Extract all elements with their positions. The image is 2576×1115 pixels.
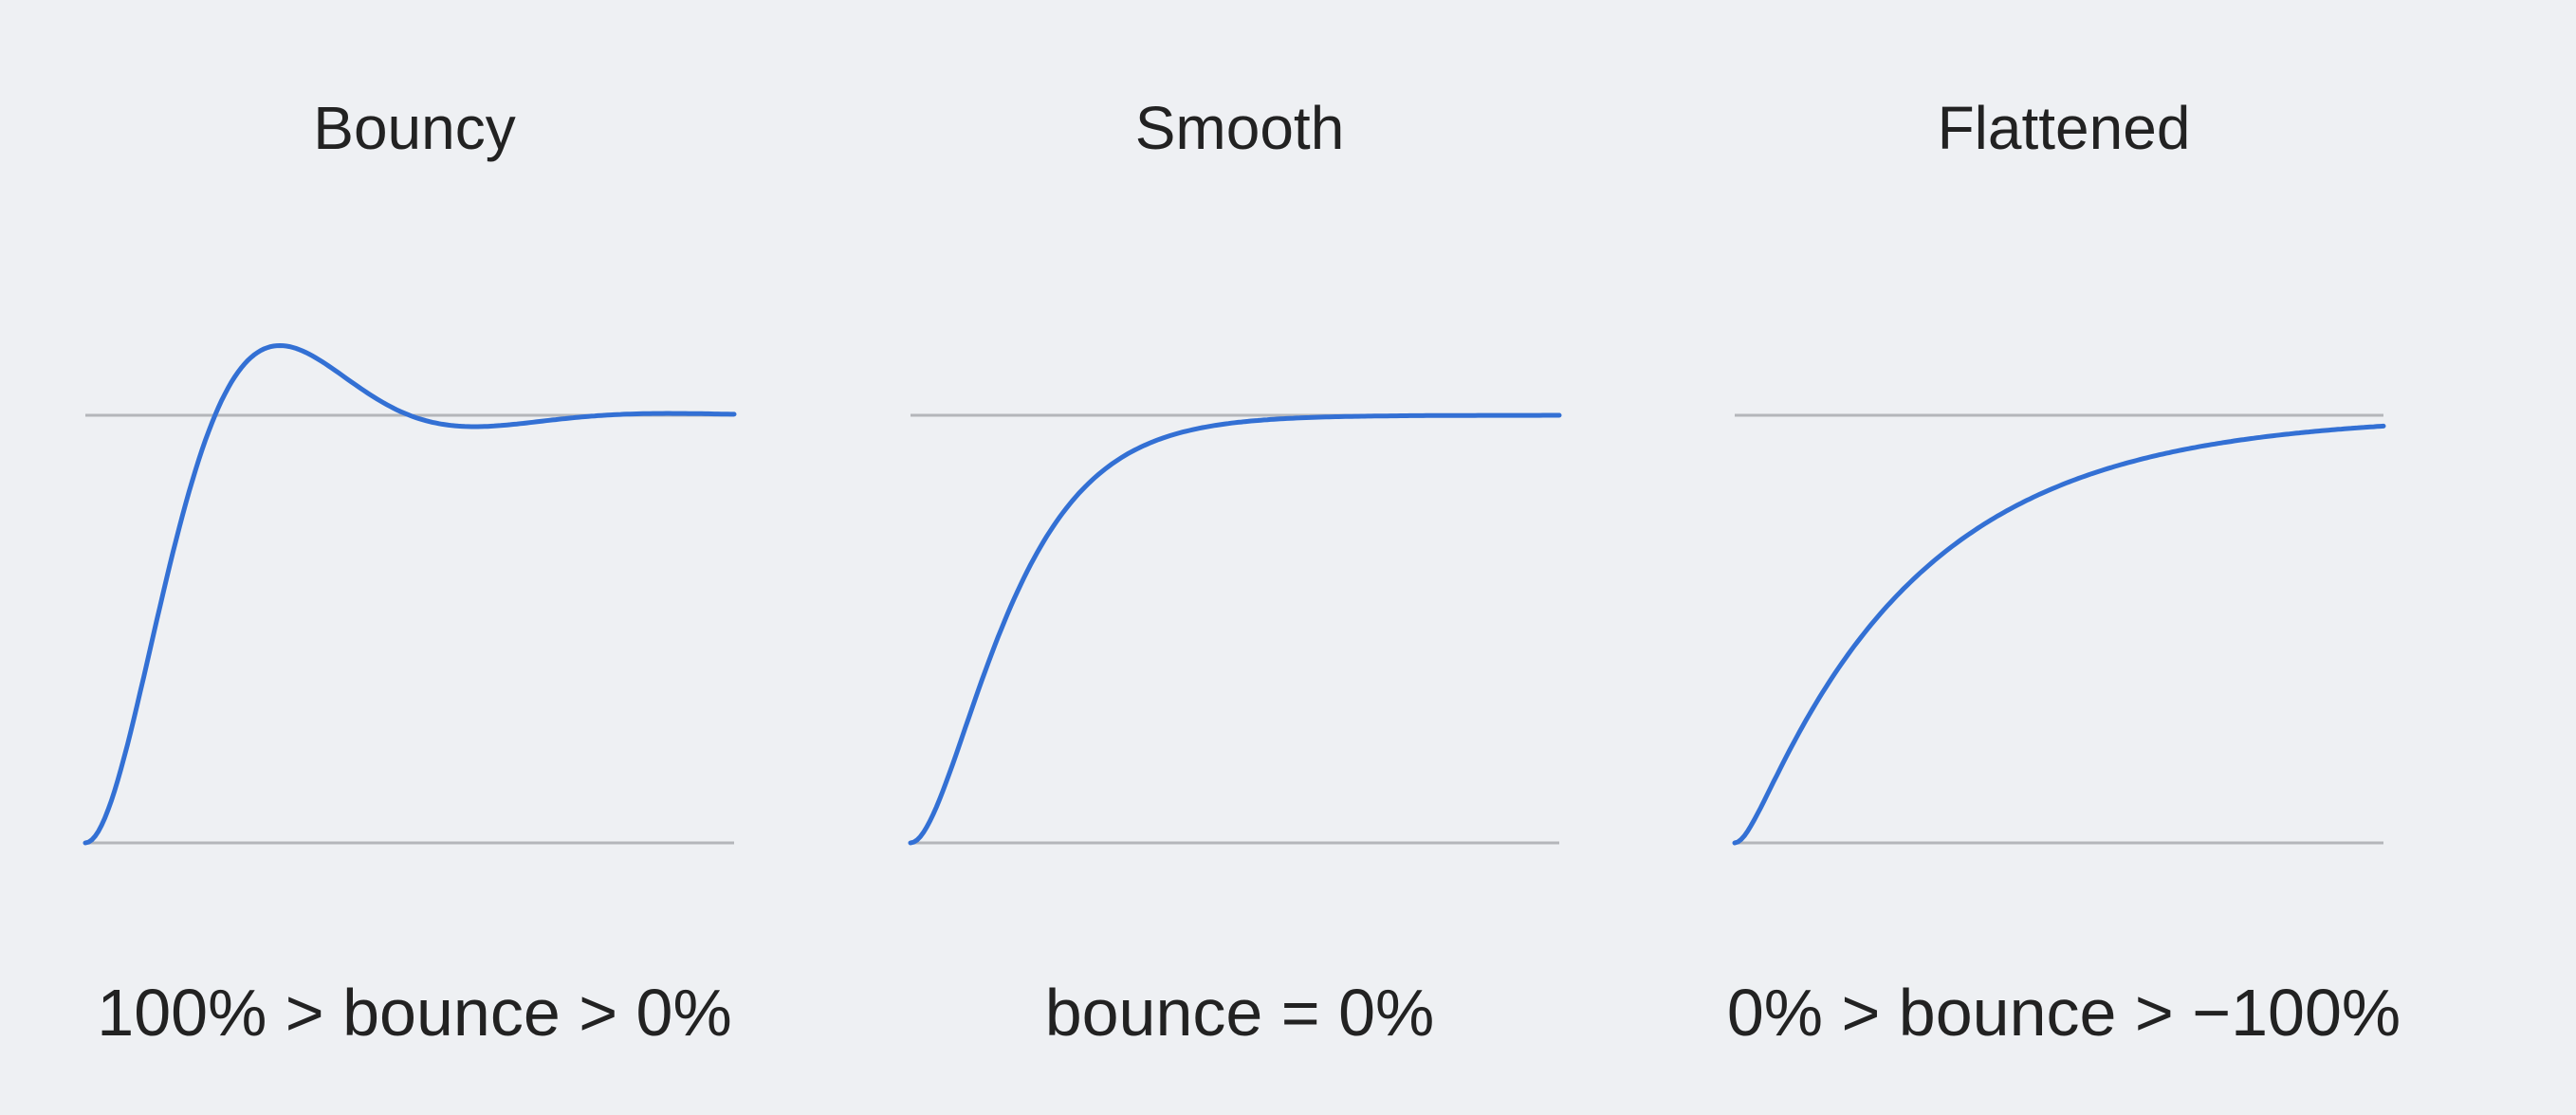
panel-title: Bouncy	[313, 94, 515, 162]
spring-curve	[1732, 423, 2386, 846]
panel-caption: 0% > bounce > −100%	[1727, 976, 2401, 1050]
panel-caption: 100% > bounce > 0%	[97, 976, 731, 1050]
spring-curve	[908, 412, 1562, 846]
panel-caption: bounce = 0%	[1045, 976, 1435, 1050]
panel-title: Smooth	[1135, 94, 1345, 162]
spring-curve	[83, 342, 737, 846]
panel-title: Flattened	[1938, 94, 2191, 162]
